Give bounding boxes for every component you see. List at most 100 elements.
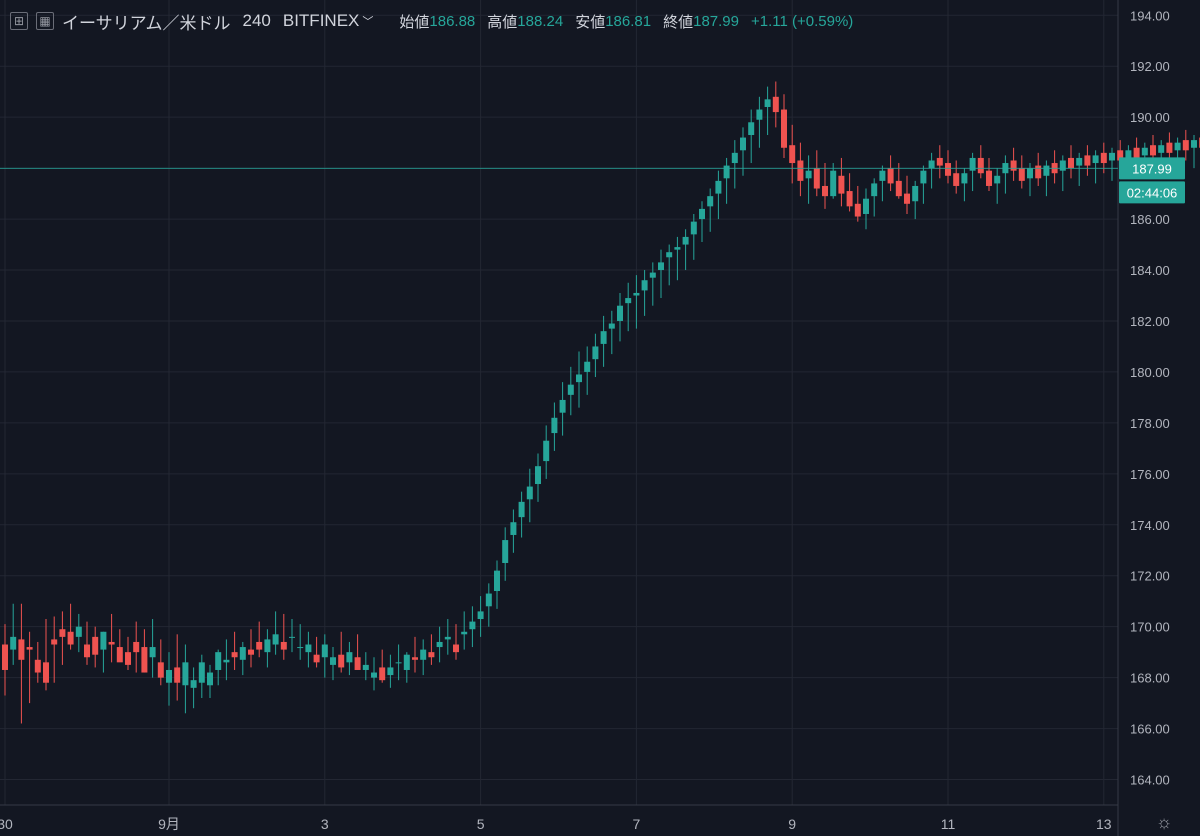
candle-body bbox=[92, 636, 99, 655]
candle-body bbox=[371, 672, 377, 678]
candle-body bbox=[764, 99, 771, 107]
exchange-label[interactable]: BITFINEX bbox=[282, 11, 360, 30]
candle-body bbox=[822, 185, 828, 197]
candle-body bbox=[518, 501, 525, 518]
candle-body bbox=[207, 672, 213, 686]
candle-body bbox=[1141, 147, 1148, 156]
last-price-value: 187.99 bbox=[1132, 161, 1172, 176]
candle-body bbox=[428, 652, 435, 658]
high-value: 188.24 bbox=[517, 12, 564, 30]
candle-body bbox=[781, 109, 787, 148]
candle-body bbox=[1027, 168, 1033, 179]
candle-body bbox=[166, 669, 172, 683]
y-tick-label: 170.00 bbox=[1130, 620, 1170, 635]
candle-body bbox=[863, 198, 869, 214]
collapse-icon[interactable]: ⊞ bbox=[10, 12, 28, 30]
candle-body bbox=[953, 173, 960, 186]
high-label: 高値 bbox=[487, 13, 518, 31]
candle-body bbox=[813, 168, 820, 189]
candle-body bbox=[731, 152, 738, 164]
candle-body bbox=[928, 160, 935, 169]
candle-body bbox=[895, 180, 902, 197]
compare-icon[interactable]: ▦ bbox=[36, 12, 54, 30]
candle-body bbox=[403, 654, 410, 670]
candle-body bbox=[190, 680, 197, 688]
candle-body bbox=[272, 634, 279, 645]
candle-body bbox=[1092, 155, 1099, 164]
x-tick-label: 11 bbox=[941, 816, 956, 832]
gear-icon[interactable]: ☼ bbox=[1155, 812, 1173, 832]
candle-body bbox=[1133, 147, 1140, 158]
candle-body bbox=[797, 160, 804, 181]
candle-body bbox=[551, 417, 558, 434]
y-tick-label: 172.00 bbox=[1130, 569, 1170, 584]
candle-body bbox=[330, 657, 336, 665]
y-tick-label: 180.00 bbox=[1130, 365, 1170, 380]
candle-body bbox=[584, 361, 591, 372]
candle-body bbox=[526, 486, 533, 500]
candle-body bbox=[1191, 140, 1197, 148]
candle-body bbox=[51, 639, 58, 645]
y-tick-label: 190.00 bbox=[1130, 110, 1170, 125]
symbol-name[interactable]: イーサリアム／米ドル bbox=[62, 13, 231, 33]
x-tick-label: 13 bbox=[1096, 816, 1112, 832]
candle-body bbox=[420, 649, 427, 660]
candle-body bbox=[666, 252, 673, 258]
x-tick-label: 7 bbox=[633, 816, 641, 832]
candle-body bbox=[477, 611, 484, 620]
candle-body bbox=[313, 654, 320, 663]
x-tick-label: 9 bbox=[788, 816, 796, 832]
y-tick-label: 182.00 bbox=[1130, 314, 1170, 329]
y-tick-label: 178.00 bbox=[1130, 416, 1170, 431]
candle-body bbox=[198, 662, 205, 683]
candle-body bbox=[658, 262, 664, 271]
candle-body bbox=[444, 636, 451, 640]
y-tick-label: 186.00 bbox=[1130, 212, 1170, 227]
candle-body bbox=[567, 384, 574, 395]
candle-body bbox=[354, 657, 361, 670]
candle-body bbox=[740, 137, 746, 151]
candle-body bbox=[231, 652, 238, 658]
candle-body bbox=[133, 641, 140, 653]
candle-body bbox=[18, 639, 25, 660]
candle-body bbox=[879, 170, 886, 181]
candle-body bbox=[469, 621, 476, 630]
candle-body bbox=[453, 644, 459, 653]
candle-body bbox=[617, 305, 623, 321]
countdown-value: 02:44:06 bbox=[1127, 185, 1178, 200]
candle-body bbox=[576, 374, 582, 383]
candle-body bbox=[248, 649, 254, 655]
chevron-down-icon[interactable]: ﹀ bbox=[362, 16, 374, 28]
candle-body bbox=[674, 247, 681, 250]
candle-body bbox=[100, 631, 107, 650]
candle-body bbox=[690, 221, 697, 235]
candle-body bbox=[600, 331, 607, 344]
candle-body bbox=[723, 165, 730, 179]
candle-body bbox=[715, 180, 722, 194]
candle-body bbox=[1076, 157, 1083, 166]
candle-body bbox=[1010, 160, 1017, 171]
candle-body bbox=[945, 163, 951, 176]
candle-body bbox=[805, 170, 812, 179]
open-label: 始値 bbox=[399, 13, 430, 31]
candle-body bbox=[239, 647, 246, 660]
candle-body bbox=[920, 170, 927, 184]
candle-body bbox=[994, 175, 1001, 184]
candle-body bbox=[1174, 142, 1181, 151]
candle-body bbox=[338, 654, 345, 668]
candle-body bbox=[157, 662, 164, 678]
low-label: 安値 bbox=[575, 13, 606, 31]
candle-body bbox=[223, 659, 230, 663]
x-tick-label: 3 bbox=[321, 816, 329, 832]
candle-body bbox=[772, 96, 779, 113]
interval-label[interactable]: 240 bbox=[242, 11, 271, 30]
candle-body bbox=[387, 667, 394, 676]
x-tick-label: 30 bbox=[0, 816, 13, 832]
candle-body bbox=[67, 631, 74, 645]
candle-body bbox=[1125, 150, 1132, 158]
candle-body bbox=[1117, 150, 1124, 161]
candle-body bbox=[682, 236, 689, 245]
x-tick-label: 5 bbox=[477, 816, 485, 832]
